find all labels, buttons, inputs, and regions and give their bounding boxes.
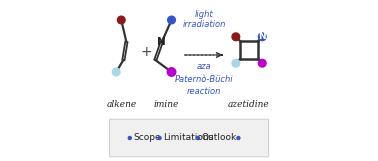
FancyBboxPatch shape: [109, 119, 269, 157]
Circle shape: [232, 59, 240, 67]
Circle shape: [158, 137, 161, 139]
Text: N: N: [157, 37, 166, 47]
Text: imine: imine: [153, 100, 179, 109]
Text: Scope: Scope: [133, 133, 161, 142]
Circle shape: [232, 33, 240, 41]
Circle shape: [168, 16, 175, 24]
Text: azetidine: azetidine: [228, 100, 270, 109]
Text: light
irradiation: light irradiation: [182, 10, 226, 29]
Circle shape: [112, 68, 120, 76]
Text: alkene: alkene: [107, 100, 137, 109]
Circle shape: [118, 16, 125, 24]
Text: Outlook: Outlook: [201, 133, 237, 142]
Circle shape: [259, 59, 266, 67]
Circle shape: [259, 33, 266, 41]
Circle shape: [197, 137, 200, 139]
Text: aza
Paternò-Büchi
reaction: aza Paternò-Büchi reaction: [175, 62, 233, 96]
Circle shape: [128, 137, 131, 139]
Circle shape: [237, 137, 240, 139]
Circle shape: [167, 68, 176, 76]
Text: +: +: [140, 45, 152, 59]
Text: N: N: [259, 32, 266, 41]
Text: Limitations: Limitations: [163, 133, 213, 142]
